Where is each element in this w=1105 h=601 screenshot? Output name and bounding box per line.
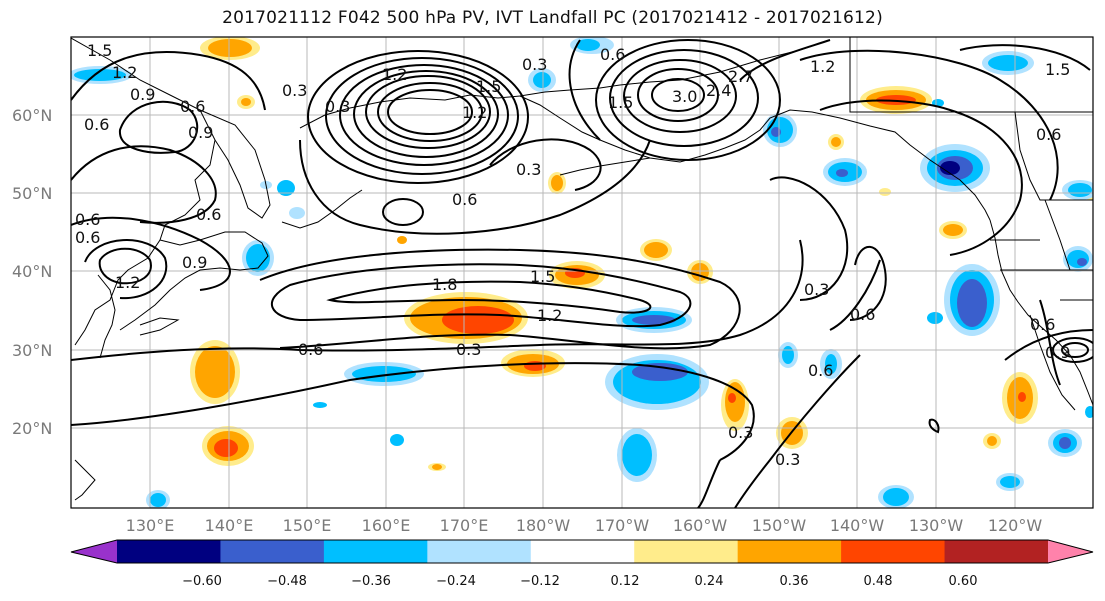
colorbar-tick-label: 0.48 bbox=[864, 574, 893, 589]
contour-label: 0.6 bbox=[298, 340, 323, 359]
colorbar-extend-min bbox=[71, 540, 117, 563]
contour-label: 1.2 bbox=[115, 273, 140, 292]
colorbar-tick-label: −0.24 bbox=[436, 574, 476, 589]
contour-label: 0.3 bbox=[522, 55, 547, 74]
contour-label: 1.2 bbox=[810, 57, 835, 76]
colorbar-swatch bbox=[944, 540, 1049, 563]
contour-label: 0.6 bbox=[1036, 125, 1061, 144]
lon-label: 170°W bbox=[595, 516, 650, 535]
colorbar-tick-label: 0.36 bbox=[780, 574, 809, 589]
lat-label-60n: 60°N bbox=[12, 106, 52, 125]
lat-label-30n: 30°N bbox=[12, 341, 52, 360]
contour-label: 1.2 bbox=[382, 65, 407, 84]
lon-label: 170°E bbox=[440, 516, 489, 535]
contour-label: 0.6 bbox=[850, 305, 875, 324]
latitude-labels: 60°N 50°N 40°N 30°N 20°N bbox=[12, 106, 52, 438]
contour-label: 0.6 bbox=[180, 97, 205, 116]
contour-label: 2.7 bbox=[728, 67, 753, 86]
contour-label: 0.9 bbox=[1045, 343, 1070, 362]
colorbar-swatch bbox=[117, 540, 221, 563]
colorbar-swatch bbox=[323, 540, 428, 563]
colorbar-tick-label: −0.12 bbox=[520, 574, 560, 589]
longitude-labels: 130°E 140°E 150°E 160°E 170°E 180°W 170°… bbox=[126, 516, 1043, 535]
contour-label: 0.6 bbox=[452, 190, 477, 209]
contour-label: 0.3 bbox=[456, 340, 481, 359]
colorbar-swatch bbox=[634, 540, 739, 563]
lat-label-40n: 40°N bbox=[12, 262, 52, 281]
colorbar-tick-label: 0.24 bbox=[695, 574, 724, 589]
lat-label-50n: 50°N bbox=[12, 184, 52, 203]
lat-label-20n: 20°N bbox=[12, 419, 52, 438]
colorbar-swatch bbox=[737, 540, 842, 563]
lon-label: 130°E bbox=[126, 516, 175, 535]
colorbar: −0.60 −0.48 −0.36 −0.24 −0.12 0.12 0.24 … bbox=[70, 539, 1094, 589]
colorbar-tick-label: −0.36 bbox=[351, 574, 391, 589]
contour-label: 0.6 bbox=[75, 228, 100, 247]
contour-label: 2.4 bbox=[706, 81, 731, 100]
contour-label: 0.6 bbox=[1030, 315, 1055, 334]
lon-label: 160°E bbox=[362, 516, 411, 535]
contour-label: 0.3 bbox=[804, 280, 829, 299]
contour-label: 1.2 bbox=[112, 63, 137, 82]
lon-label: 120°W bbox=[988, 516, 1043, 535]
contour-label: 1.5 bbox=[476, 77, 501, 96]
contour-label: 1.5 bbox=[608, 93, 633, 112]
colorbar-tick-label: −0.60 bbox=[182, 574, 222, 589]
lon-label: 160°W bbox=[673, 516, 728, 535]
contour-label: 0.9 bbox=[130, 85, 155, 104]
map-title: 2017021112 F042 500 hPa PV, IVT Landfall… bbox=[222, 8, 883, 28]
colorbar-swatch bbox=[530, 540, 635, 563]
map-frame bbox=[70, 36, 1094, 509]
colorbar-tick-label: 0.60 bbox=[949, 574, 978, 589]
contour-label: 0.6 bbox=[600, 45, 625, 64]
positive-anomaly-shading bbox=[190, 37, 1093, 471]
lon-label: 180°W bbox=[516, 516, 571, 535]
colorbar-swatch bbox=[841, 540, 946, 563]
contour-label: 0.3 bbox=[516, 160, 541, 179]
contour-label: 1.5 bbox=[1045, 60, 1070, 79]
colorbar-swatch bbox=[427, 540, 532, 563]
contour-label: 0.3 bbox=[775, 450, 800, 469]
pv-contours bbox=[71, 39, 1093, 508]
contour-label: 0.6 bbox=[196, 205, 221, 224]
colorbar-extend-max bbox=[1048, 540, 1093, 563]
contour-label: 1.2 bbox=[537, 306, 562, 325]
contour-label: 0.3 bbox=[325, 97, 350, 116]
contour-label: 1.2 bbox=[462, 103, 487, 122]
colorbar-outline bbox=[70, 539, 1094, 564]
contour-label: 0.9 bbox=[182, 253, 207, 272]
colorbar-tick-label: 0.12 bbox=[611, 574, 640, 589]
coastlines bbox=[71, 37, 1093, 501]
contour-label: 0.9 bbox=[188, 123, 213, 142]
lon-label: 150°W bbox=[752, 516, 807, 535]
contour-label: 3.0 bbox=[672, 87, 697, 106]
negative-anomaly-shading bbox=[71, 37, 1093, 508]
contour-label: 0.6 bbox=[84, 115, 109, 134]
contour-label: 0.3 bbox=[282, 81, 307, 100]
contour-label: 0.3 bbox=[728, 423, 753, 442]
lon-label: 140°E bbox=[205, 516, 254, 535]
contour-label: 1.5 bbox=[87, 41, 112, 60]
lon-label: 130°W bbox=[909, 516, 964, 535]
contour-label: 0.6 bbox=[808, 361, 833, 380]
colorbar-swatch bbox=[220, 540, 325, 563]
lon-label: 150°E bbox=[283, 516, 332, 535]
colorbar-tick-label: −0.48 bbox=[267, 574, 307, 589]
contour-labels: 1.5 1.2 0.9 0.6 0.3 0.6 0.9 1.2 0.6 0.3 … bbox=[75, 41, 1070, 469]
contour-label: 0.6 bbox=[75, 210, 100, 229]
contour-label: 1.8 bbox=[432, 275, 457, 294]
contour-label: 1.5 bbox=[530, 267, 555, 286]
lon-label: 140°W bbox=[830, 516, 885, 535]
